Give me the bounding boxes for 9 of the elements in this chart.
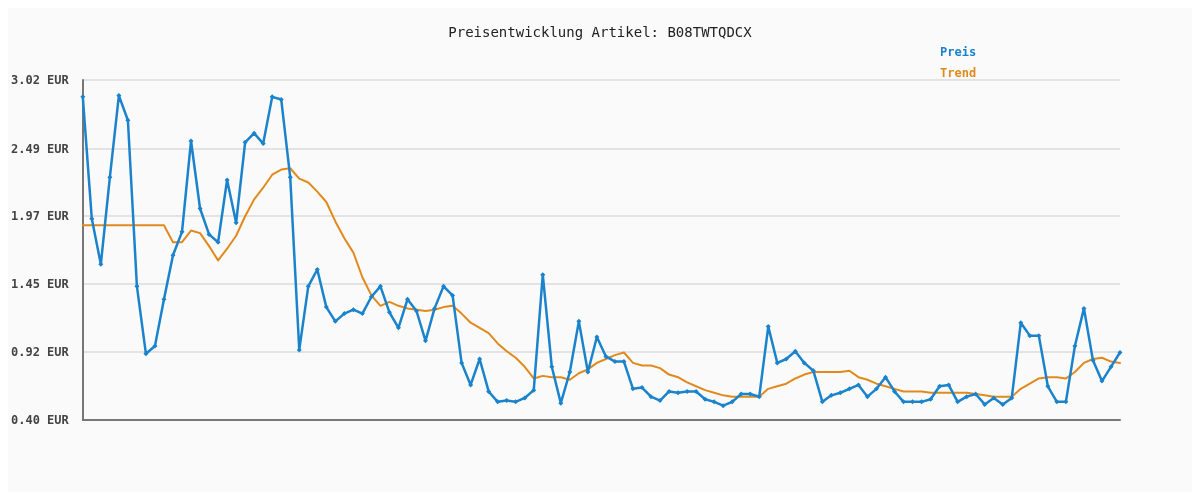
chart-title: Preisentwicklung Artikel: B08TWTQDCX — [448, 24, 753, 40]
y-tick-label: 2.49 EUR — [11, 141, 70, 156]
y-tick-label: 1.97 EUR — [11, 209, 70, 223]
y-tick-label: 1.45 EUR — [11, 277, 70, 291]
y-tick-label: 0.40 EUR — [11, 413, 70, 427]
y-tick-label: 0.92 EUR — [11, 345, 70, 359]
y-tick-label: 3.02 EUR — [11, 73, 70, 87]
text: Trend — [940, 66, 977, 80]
text: Preis — [940, 45, 977, 59]
